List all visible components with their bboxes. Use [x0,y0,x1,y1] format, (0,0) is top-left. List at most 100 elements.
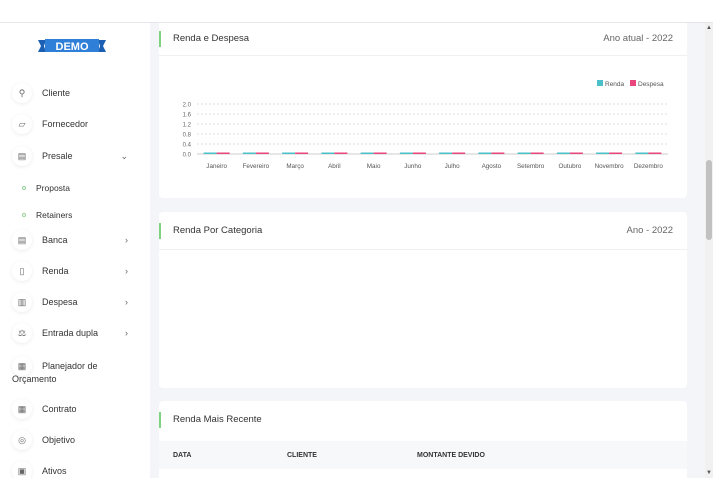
sidebar-subitem-label: Proposta [36,183,71,193]
bottom-bar [0,478,713,500]
sidebar-item-presale[interactable]: ▤ Presale ⌄ [12,143,142,169]
sidebar-item-label: Renda [42,266,69,276]
table-header: DATA CLIENTE MONTANTE DEVIDO [159,441,687,469]
column-header-montante[interactable]: MONTANTE DEVIDO [417,452,485,459]
bullet-icon [22,186,26,190]
chevron-right-icon[interactable]: › [125,328,128,338]
file-icon: ▯ [12,261,32,281]
bar-renda[interactable] [360,152,374,155]
y-tick-label: 1.2 [183,123,192,129]
bar-renda[interactable] [439,152,453,155]
sidebar-item-label: Entrada dupla [42,328,99,338]
sidebar-item-cliente[interactable]: ⚲ Cliente [12,80,142,106]
bar-despesa[interactable] [373,152,387,155]
bar-despesa[interactable] [569,152,583,155]
sidebar-item-fornecedor[interactable]: ▱ Fornecedor [12,111,142,137]
sidebar-item-label-continued: Orçamento [12,374,57,384]
bar-despesa[interactable] [334,152,348,155]
receipt-icon: ▥ [12,292,32,312]
scrollbar-thumb[interactable] [706,160,712,240]
y-tick-label: 2.0 [183,103,192,109]
x-tick-label: Abril [328,163,341,170]
income-by-category-card: Renda Por Categoria Ano - 2022 [159,212,687,388]
card-period: Ano - 2022 [626,225,673,236]
x-tick-label: Dezembro [634,163,664,170]
sidebar-subitem-proposta[interactable]: Proposta [22,183,70,193]
bar-renda[interactable] [242,152,256,155]
card-period: Ano atual - 2022 [603,33,673,44]
bar-despesa[interactable] [452,152,466,155]
chevron-right-icon[interactable]: › [125,297,128,307]
sidebar-subitem-retainers[interactable]: Retainers [22,210,72,220]
column-header-data[interactable]: DATA [173,452,192,459]
chevron-right-icon[interactable]: › [125,235,128,245]
sidebar-item-banca[interactable]: ▤ Banca › [12,227,142,253]
sidebar-item-label: Ativos [42,466,67,476]
sidebar-item-contrato[interactable]: ▦ Contrato [12,396,142,422]
sidebar-item-label: Despesa [42,297,78,307]
chevron-right-icon[interactable]: › [125,266,128,276]
bar-despesa[interactable] [609,152,623,155]
bar-despesa[interactable] [216,152,230,155]
x-tick-label: Janeiro [206,163,227,170]
main-content: Renda e Despesa Ano atual - 2022 0.0 0.4 0… [150,23,705,478]
sidebar-item-label: Fornecedor [42,119,89,129]
bar-renda[interactable] [596,152,610,155]
bar-renda[interactable] [478,152,492,155]
contract-icon: ▦ [12,399,32,419]
svg-text:DEMO: DEMO [56,41,89,53]
scrollbar[interactable]: ▲ ▼ [705,23,713,478]
top-bar [0,0,713,23]
scroll-down-icon[interactable]: ▼ [706,470,712,476]
sidebar-item-label: Contrato [42,404,77,414]
sidebar-item-entrada-dupla[interactable]: ⚖ Entrada dupla › [12,320,142,346]
bar-despesa[interactable] [648,152,662,155]
income-expense-chart: 0.0 0.4 0.8 1.2 1.6 2.0 Janeiro Fevereiro Março A… [183,80,668,170]
sidebar-item-objetivo[interactable]: ◎ Objetivo [12,427,142,453]
legend-label[interactable]: Despesa [638,81,664,88]
sidebar-item-ativos[interactable]: ▣ Ativos [12,458,142,478]
demo-logo[interactable]: DEMO [38,38,106,54]
bar-despesa[interactable] [255,152,269,155]
card-title: Renda e Despesa [173,33,250,44]
card-title: Renda Por Categoria [173,225,263,236]
legend-swatch-renda [597,80,603,86]
sidebar-item-label: Banca [42,235,68,245]
sidebar-item-planejador-de[interactable]: ▦ Planejador de [12,353,142,379]
budget-icon: ▦ [12,356,32,376]
sidebar-item-label: Objetivo [42,435,76,445]
chevron-down-icon[interactable]: ⌄ [120,150,128,161]
bar-renda[interactable] [556,152,570,155]
asset-icon: ▣ [12,461,32,478]
card-title: Renda Mais Recente [173,414,262,425]
bar-renda[interactable] [282,152,296,155]
scroll-up-icon[interactable]: ▲ [706,25,712,31]
target-icon: ◎ [12,430,32,450]
bar-renda[interactable] [635,152,649,155]
y-tick-label: 1.6 [183,113,192,119]
bar-despesa[interactable] [491,152,505,155]
y-tick-label: 0.0 [183,153,192,159]
user-plus-icon: ⚲ [12,83,32,103]
sidebar-item-label: Presale [42,151,73,161]
bar-renda[interactable] [321,152,335,155]
bar-renda[interactable] [203,152,217,155]
bar-renda[interactable] [517,152,531,155]
briefcase-icon: ▤ [12,146,32,166]
legend-label[interactable]: Renda [605,81,625,88]
sidebar-item-renda[interactable]: ▯ Renda › [12,258,142,284]
sidebar-item-despesa[interactable]: ▥ Despesa › [12,289,142,315]
sidebar-item-label: Cliente [42,88,71,98]
bar-despesa[interactable] [295,152,309,155]
x-tick-label: Novembro [595,163,625,170]
column-header-cliente[interactable]: CLIENTE [287,452,317,459]
bar-despesa[interactable] [530,152,544,155]
x-tick-label: Junho [404,163,422,170]
x-tick-label: Março [286,163,304,170]
bar-despesa[interactable] [412,152,426,155]
income-expense-card: Renda e Despesa Ano atual - 2022 0.0 0.4 0… [159,23,687,198]
legend-swatch-despesa [630,80,636,86]
bank-icon: ▤ [12,230,32,250]
bar-renda[interactable] [399,152,413,155]
x-tick-label: Setembro [517,163,545,170]
